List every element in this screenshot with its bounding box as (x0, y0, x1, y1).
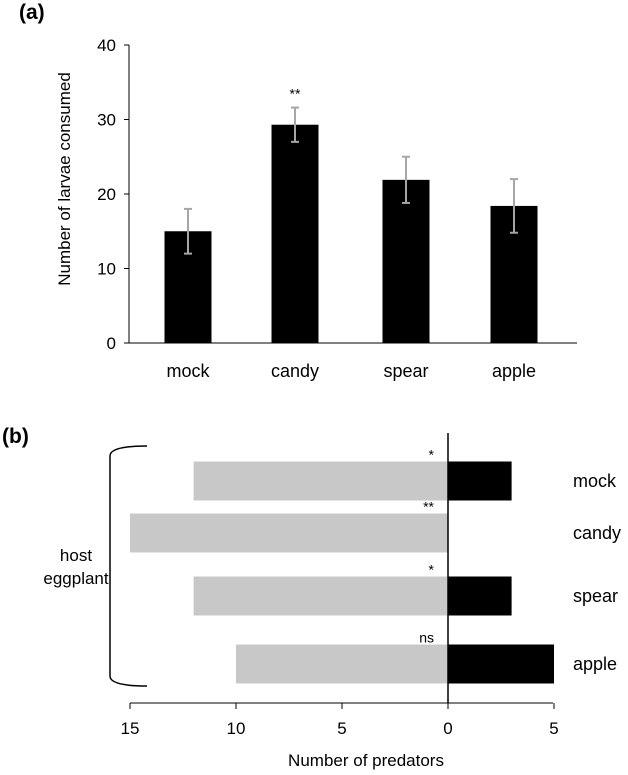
panel-a-y-tick-label: 40 (97, 36, 116, 55)
panel-b-category-label: apple (573, 654, 617, 674)
panel-b-x-tick-label: 5 (337, 719, 346, 738)
panel-b-x-ticks: 15 10 5 0 5 (121, 703, 559, 738)
panel-b-bar-right-mock (448, 461, 512, 501)
panel-b-x-tick-label: 0 (443, 719, 452, 738)
panel-b-bars (130, 461, 554, 684)
panel-a-bars (164, 124, 538, 343)
panel-b-significance: ****ns (419, 447, 434, 646)
panel-a-y-tick-label: 10 (97, 260, 116, 279)
panel-a-y-axis-title: Number of larvae consumed (55, 72, 74, 286)
panel-b-bar-left-apple (236, 644, 448, 684)
panel-a-category-label: mock (166, 361, 210, 381)
panel-a-label: (a) (19, 1, 45, 24)
panel-b-category-label: spear (573, 586, 618, 606)
panel-b-category-label: candy (573, 523, 621, 543)
panel-a-y-tick-label: 20 (97, 185, 116, 204)
panel-a-category-label: apple (492, 361, 536, 381)
panel-a-category-labels: mock candy spear apple (166, 361, 536, 381)
panel-a-y-tick-label: 30 (97, 111, 116, 130)
panel-b-x-tick-label: 15 (121, 719, 140, 738)
panel-b-group-bracket (109, 445, 148, 687)
panel-a-y-tick-label: 0 (107, 334, 116, 353)
panel-b-group-label-line2: eggplant (43, 569, 109, 588)
panel-a-significance-mark: ** (290, 86, 301, 102)
panel-b-x-axis-title: Number of predators (288, 751, 444, 770)
panel-b-label: (b) (2, 425, 29, 448)
panel-a-chart: (a) Number of larvae consumed 010203040 … (19, 1, 577, 381)
panel-a-significance: ** (290, 86, 301, 102)
panel-b-chart: (b) host eggplant 15 10 5 0 5 ****ns mockcan… (2, 425, 621, 770)
panel-a-bar-spear (382, 179, 430, 343)
panel-a-y-ticks: 0 10 20 30 40 (97, 36, 129, 353)
panel-b-bar-right-apple (448, 644, 554, 684)
panel-b-bar-left-candy (130, 513, 448, 553)
panel-b-x-tick-label: 10 (227, 719, 246, 738)
panel-b-significance-mark: * (429, 447, 435, 463)
panel-b-significance-mark: * (429, 562, 435, 578)
panel-b-bar-left-spear (193, 576, 448, 616)
panel-b-bar-right-spear (448, 576, 512, 616)
panel-b-group-label-line1: host (60, 546, 92, 565)
panel-b-x-tick-label: 5 (549, 719, 558, 738)
panel-b-category-labels: mock candy spear apple (573, 471, 621, 674)
panel-a-error-bars (184, 106, 518, 255)
panel-a-bar-candy (271, 124, 319, 343)
panel-a-category-label: candy (271, 361, 319, 381)
panel-b-bar-left-mock (193, 461, 448, 501)
panel-a-category-label: spear (383, 361, 428, 381)
panel-b-category-label: mock (573, 471, 617, 491)
panel-b-significance-mark: ** (423, 499, 434, 515)
panel-b-significance-mark: ns (419, 630, 434, 646)
